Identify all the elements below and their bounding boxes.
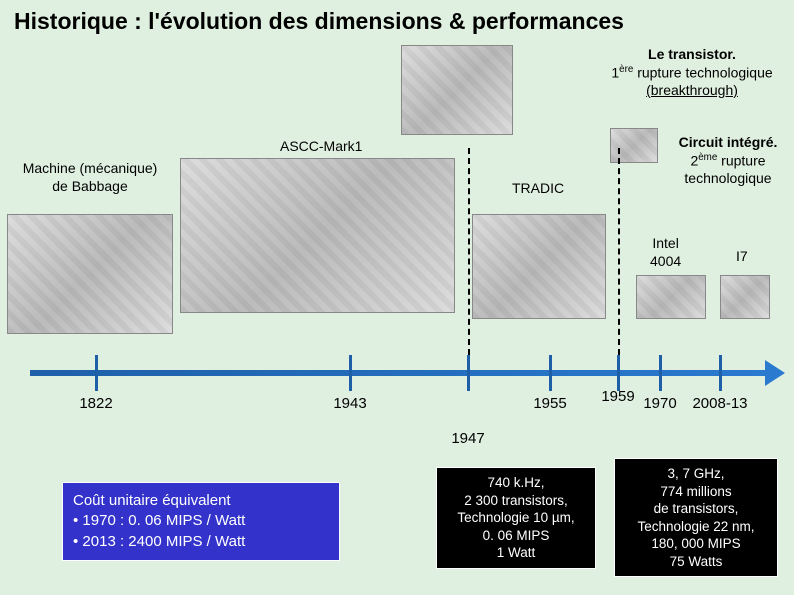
timeline-tick: [719, 355, 722, 391]
timeline-tick: [549, 355, 552, 391]
transistor-title: Le transistor.: [597, 46, 787, 64]
i7-image: [720, 275, 770, 319]
timeline-year: 1943: [333, 395, 366, 412]
timeline-tick: [95, 355, 98, 391]
timeline-tick: [659, 355, 662, 391]
timeline-year: 2008-13: [692, 395, 747, 412]
timeline-tick: [467, 355, 470, 391]
tradic-label: TRADIC: [512, 180, 564, 198]
babbage-caption: Machine (mécanique) de Babbage: [5, 160, 175, 195]
ascc-label: ASCC-Mark1: [280, 138, 362, 156]
timeline-tick: [349, 355, 352, 391]
timeline-year: 1955: [533, 395, 566, 412]
transistor-image: [401, 45, 513, 135]
ascc-image: [180, 158, 455, 313]
timeline-arrow: [765, 360, 785, 386]
timeline-tick: [617, 355, 620, 391]
intel4004-image: [636, 275, 706, 319]
transistor-caption: Le transistor. 1ère rupture technologiqu…: [597, 46, 787, 99]
dashed-divider: [468, 148, 470, 355]
intel4004-spec-box: 740 k.Hz, 2 300 transistors, Technologie…: [436, 467, 596, 569]
i7-spec-box: 3, 7 GHz, 774 millions de transistors, T…: [614, 458, 778, 577]
intel4004-label: Intel 4004: [650, 235, 681, 270]
i7-label: I7: [736, 248, 748, 266]
page-title: Historique : l'évolution des dimensions …: [0, 0, 794, 43]
cost-box: Coût unitaire équivalent • 1970 : 0. 06 …: [62, 482, 340, 561]
timeline-year: 1822: [79, 395, 112, 412]
transistor-line2: 1ère rupture technologique: [597, 64, 787, 82]
ic-caption: Circuit intégré. 2ème rupture technologi…: [658, 134, 794, 187]
babbage-image: [7, 214, 173, 334]
dashed-divider: [618, 148, 620, 355]
transistor-line3: (breakthrough): [597, 82, 787, 100]
timeline-year: 1970: [643, 395, 676, 412]
tradic-image: [472, 214, 606, 319]
timeline-year: 1959: [601, 388, 634, 405]
timeline-year: 1947: [451, 430, 484, 447]
